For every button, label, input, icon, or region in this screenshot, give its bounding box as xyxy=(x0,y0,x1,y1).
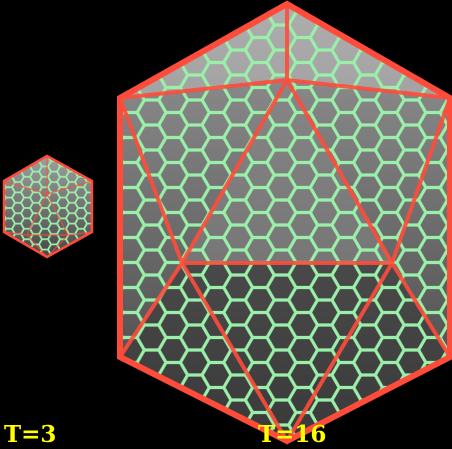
large-edges xyxy=(118,4,452,445)
large-icosahedron xyxy=(117,0,452,445)
small-icosahedron xyxy=(2,154,94,259)
t16-label: T=16 xyxy=(258,421,327,448)
t3-label: T=3 xyxy=(4,421,57,448)
small-lattice xyxy=(4,156,92,257)
small-edges xyxy=(3,156,93,258)
